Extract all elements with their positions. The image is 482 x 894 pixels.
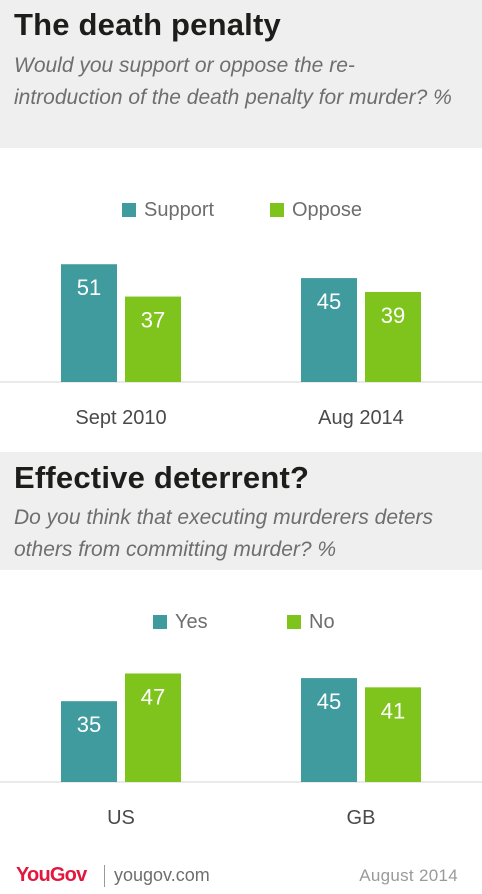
bar <box>61 701 117 782</box>
bar <box>125 673 181 782</box>
bar-value-label: 39 <box>381 303 405 328</box>
category-label: Sept 2010 <box>75 407 166 429</box>
bar <box>61 264 117 382</box>
legend-label: Support <box>144 199 214 221</box>
category-label: US <box>107 807 135 829</box>
bar <box>301 278 357 382</box>
legend-label: Oppose <box>292 199 362 221</box>
bar-value-label: 51 <box>77 275 101 300</box>
bar-value-label: 37 <box>141 308 165 333</box>
bar-value-label: 45 <box>317 289 341 314</box>
legend-label: No <box>309 611 335 633</box>
legend-swatch <box>153 615 167 629</box>
legend-swatch <box>287 615 301 629</box>
section-header-death-penalty: The death penalty Would you support or o… <box>0 0 482 148</box>
bar <box>365 687 421 782</box>
bar-value-label: 41 <box>381 698 405 723</box>
category-label: Aug 2014 <box>318 407 404 429</box>
section-title: The death penalty <box>14 7 281 42</box>
chart-deterrent: Yes No 35 47 US 45 41 GB <box>0 570 482 860</box>
category-label: GB <box>347 807 376 829</box>
bar <box>125 296 181 382</box>
yougov-logo: YouGov <box>16 864 87 886</box>
bar-chart-support-oppose: Support Oppose 51 37 Sept 2010 45 39 Aug 2014 <box>0 199 482 429</box>
legend-swatch <box>270 203 284 217</box>
bar <box>301 678 357 782</box>
bar-chart-yes-no: Yes No 35 47 US 45 41 GB <box>0 611 482 829</box>
bar-value-label: 45 <box>317 689 341 714</box>
footer-divider <box>104 865 105 887</box>
legend-swatch <box>122 203 136 217</box>
site-url[interactable]: yougov.com <box>114 865 210 885</box>
chart-death-penalty: Support Oppose 51 37 Sept 2010 45 39 Aug 2014 <box>0 148 482 450</box>
bar-value-label: 35 <box>77 712 101 737</box>
section-header-deterrent: Effective deterrent? Do you think that e… <box>0 452 482 570</box>
section-question: Would you support or oppose the re-intro… <box>14 54 452 109</box>
section-question: Do you think that executing murderers de… <box>14 506 434 561</box>
publication-date: August 2014 <box>359 866 458 885</box>
section-title: Effective deterrent? <box>14 460 310 495</box>
bar <box>365 291 421 382</box>
legend-label: Yes <box>175 611 208 633</box>
bar-value-label: 47 <box>141 684 165 709</box>
footer: YouGov yougov.com August 2014 <box>0 860 482 894</box>
